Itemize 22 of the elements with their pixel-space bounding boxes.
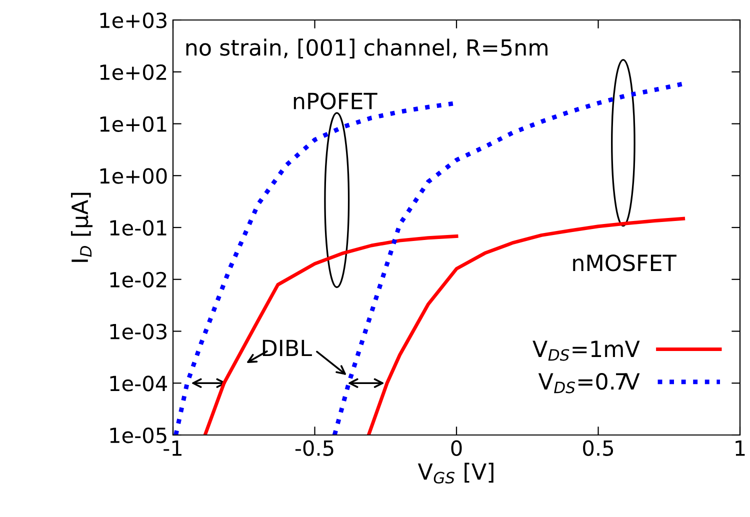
y-axis-title: I$_{D}$ [μA] <box>70 192 92 262</box>
y-tick-label: 1e-03 <box>110 324 166 340</box>
annotation: nMOSFET <box>573 254 676 272</box>
x-tick-label: 0.5 <box>583 440 613 456</box>
x-tick-label: -0.5 <box>295 440 334 456</box>
x-axis-title: V$_{GS}$ [V] <box>418 462 494 484</box>
annotation: DIBL <box>262 340 312 356</box>
line-series <box>203 234 458 435</box>
y-tick-label: 1e+01 <box>100 116 166 132</box>
y-tick-label: 1e-01 <box>110 220 166 236</box>
x-tick-label: 0 <box>451 440 462 456</box>
y-tick-label: 1e+03 <box>100 12 166 28</box>
y-tick-label: 1e-02 <box>110 272 166 288</box>
y-tick-label: 1e+00 <box>100 168 167 184</box>
line-series <box>366 216 686 435</box>
y-tick-label: 1e-04 <box>110 376 167 392</box>
y-tick-label: 1e+02 <box>100 64 166 80</box>
legend-label: V$_{DS}$=1mV <box>532 340 640 361</box>
x-tick-label: 1 <box>736 440 745 456</box>
legend-label: V$_{DS}$=0.7V <box>538 372 640 394</box>
annotation: nPOFET <box>294 92 378 110</box>
annotation: no strain, [001] channel, R=5nm <box>186 38 548 58</box>
